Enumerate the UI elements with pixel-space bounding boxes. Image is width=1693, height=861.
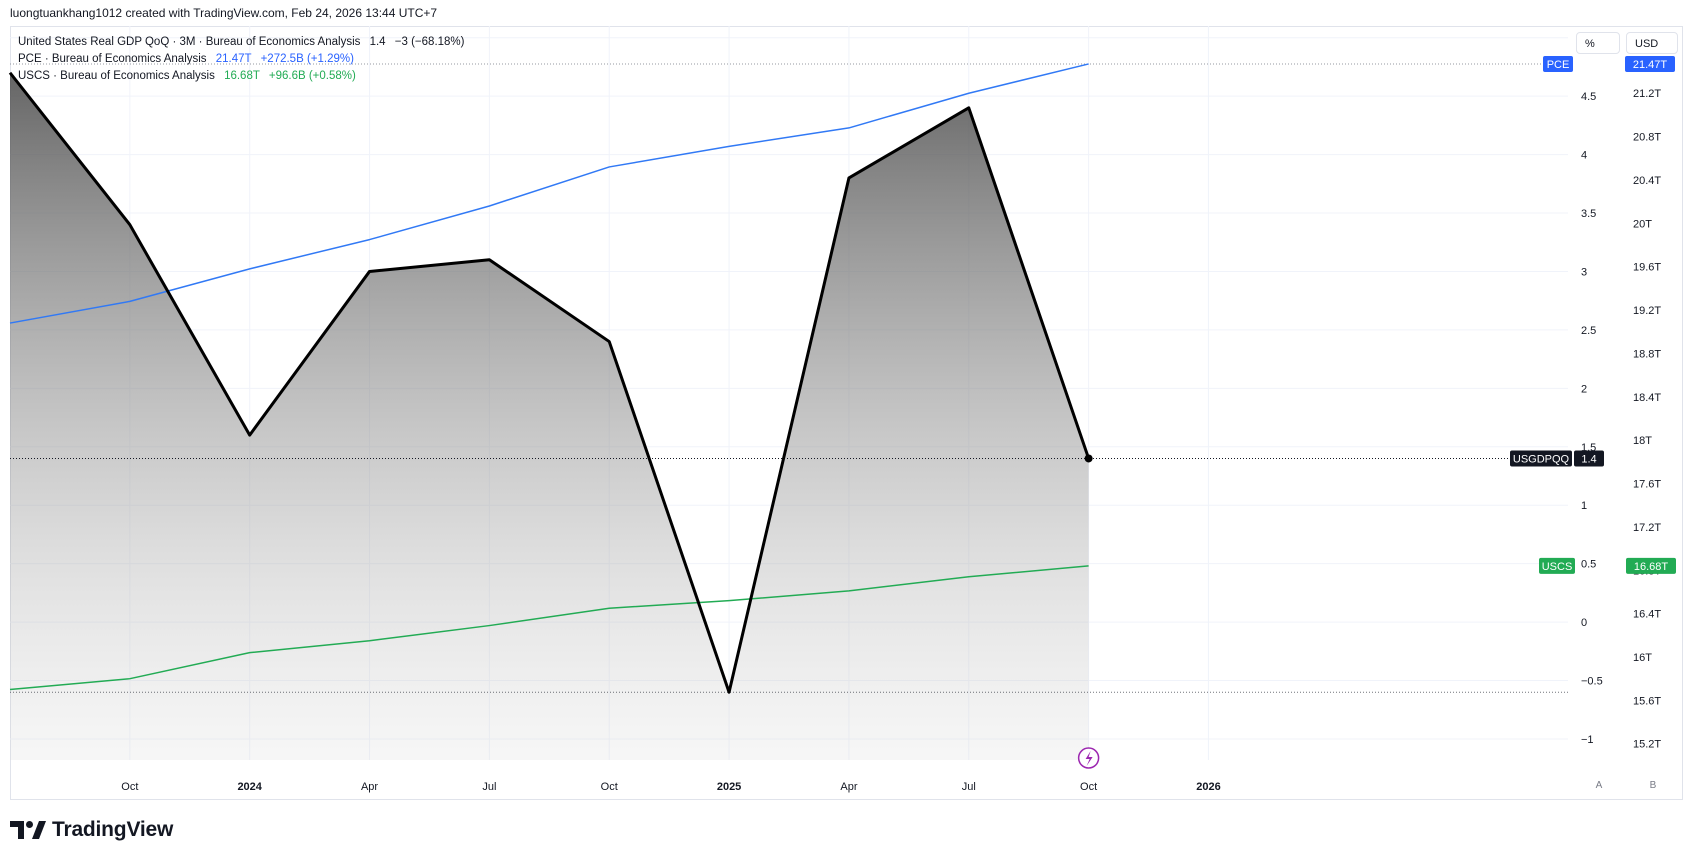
x-axis-tick-label: Apr [840, 781, 857, 793]
legend-gdp-name: United States Real GDP QoQ · 3M · Bureau… [18, 36, 361, 48]
left-axis-tick-label: 1 [1581, 500, 1587, 512]
chart-attribution: luongtuankhang1012 created with TradingV… [10, 6, 438, 20]
pce-series-tag-bg [1543, 55, 1573, 72]
right-axis-tick-label: 20.8T [1633, 132, 1661, 144]
legend-row-gdp[interactable]: United States Real GDP QoQ · 3M · Bureau… [18, 34, 464, 51]
legend-row-pce[interactable]: PCE · Bureau of Economics Analysis 21.47… [18, 51, 464, 68]
left-axis-tick-label: 4.5 [1581, 91, 1596, 103]
auto-scale-button[interactable]: A [1595, 780, 1603, 791]
uscs-series-tag-bg [1539, 557, 1575, 574]
x-axis-tick-label: Oct [121, 781, 138, 793]
gdp-price-label-bg [1574, 450, 1604, 467]
right-axis-tick-label: 16.4T [1633, 609, 1661, 621]
percent-scale-button[interactable]: % [1576, 32, 1620, 54]
legend-gdp-value: 1.4 [369, 36, 386, 48]
legend-pce-value: 21.47T [215, 53, 252, 65]
gdp-series-tag: USGDPQQ [1513, 453, 1570, 465]
x-axis-tick-label: Apr [361, 781, 378, 793]
legend-uscs-value: 16.68T [224, 70, 260, 82]
left-axis-tick-label: −0.5 [1581, 676, 1603, 688]
left-axis-tick-label: 2 [1581, 383, 1587, 395]
right-axis-tick-label: 20.4T [1633, 175, 1661, 187]
legend-pce-change: +272.5B (+1.29%) [260, 53, 354, 65]
pce-series-tag: PCE [1547, 59, 1570, 71]
legend-uscs-change: +96.6B (+0.58%) [268, 70, 356, 82]
legend-row-uscs[interactable]: USCS · Bureau of Economics Analysis 16.6… [18, 68, 464, 85]
x-axis-tick-label: 2026 [1196, 781, 1220, 793]
event-bolt-icon [1085, 751, 1093, 766]
legend-uscs-name: USCS · Bureau of Economics Analysis [18, 70, 215, 82]
chart-legend: United States Real GDP QoQ · 3M · Bureau… [18, 34, 464, 85]
left-axis-tick-label: 2.5 [1581, 325, 1596, 337]
right-axis-tick-label: 18.4T [1633, 392, 1661, 404]
legend-gdp-change: −3 (−68.18%) [394, 36, 465, 48]
right-axis-tick-label: 21.2T [1633, 88, 1661, 100]
left-axis-tick-label: 4 [1581, 150, 1587, 162]
left-axis-tick-label: 3 [1581, 266, 1587, 278]
right-axis-tick-label: 15.6T [1633, 695, 1661, 707]
tradingview-logo-icon [10, 821, 46, 839]
gdp-series-line [8, 71, 1091, 694]
uscs-series-line [9, 565, 1089, 691]
right-axis-tick-label: 20T [1633, 218, 1652, 230]
x-axis-tick-label: 2024 [237, 781, 262, 793]
left-axis-tick-label: 3.5 [1581, 208, 1596, 220]
right-axis-tick-label: 19.2T [1633, 305, 1661, 317]
x-axis-tick-label: Oct [1080, 781, 1097, 793]
right-axis-tick-label: 16T [1633, 652, 1652, 664]
left-axis-tick-label: 0.5 [1581, 559, 1596, 571]
left-axis-tick-label: −1 [1581, 734, 1594, 746]
right-axis-tick-label: 18.8T [1633, 348, 1661, 360]
gdp-area [10, 72, 1089, 761]
currency-button[interactable]: USD [1626, 32, 1678, 54]
gdp-last-point [1084, 454, 1093, 463]
left-axis-tick-label: 0 [1581, 617, 1587, 629]
x-axis-tick-label: Jul [962, 781, 976, 793]
tradingview-logo[interactable]: TradingView [10, 818, 173, 842]
right-axis-tick-label: 18T [1633, 435, 1652, 447]
right-axis-tick-label: 15.2T [1633, 739, 1661, 751]
uscs-series-tag: USCS [1542, 561, 1573, 573]
right-axis-tick-label: 17.2T [1633, 522, 1661, 534]
pce-series-line [9, 63, 1089, 324]
pce-price-label: 21.47T [1633, 59, 1668, 71]
x-axis-tick-label: Oct [601, 781, 618, 793]
right-axis-tick-label: 17.6T [1633, 479, 1661, 491]
right-axis-tick-label: 19.6T [1633, 262, 1661, 274]
tradingview-wordmark: TradingView [52, 818, 174, 841]
gdp-series-tag-bg [1510, 450, 1572, 467]
gdp-price-label: 1.4 [1581, 453, 1596, 465]
x-axis-tick-label: 2025 [717, 781, 741, 793]
pce-price-label-bg [1625, 55, 1675, 72]
x-axis-tick-label: Jul [482, 781, 496, 793]
uscs-price-label-bg [1626, 557, 1676, 574]
uscs-price-label: 16.68T [1634, 561, 1669, 573]
legend-pce-name: PCE · Bureau of Economics Analysis [18, 53, 207, 65]
b-scale-button[interactable]: B [1649, 780, 1657, 791]
